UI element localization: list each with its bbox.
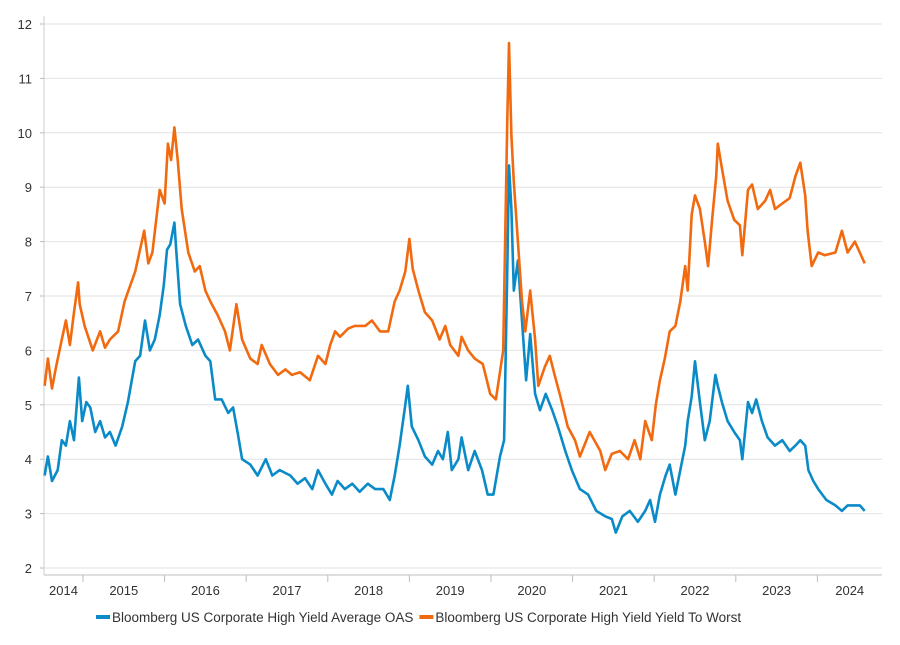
y-tick-label: 11 bbox=[19, 71, 33, 86]
x-axis: 2014 2015 2016 2017 2018 2019 2020 2021 2022 2023… bbox=[44, 574, 882, 598]
x-tick-label: 2023 bbox=[762, 583, 791, 598]
legend: Bloomberg US Corporate High Yield Averag… bbox=[96, 610, 741, 625]
legend-swatch bbox=[419, 615, 434, 619]
x-tick-label: 2016 bbox=[191, 583, 220, 598]
y-tick-label: 2 bbox=[25, 561, 32, 576]
x-tick-label: 2017 bbox=[273, 583, 302, 598]
x-tick-label: 2019 bbox=[436, 583, 465, 598]
y-tick-label: 4 bbox=[25, 452, 32, 467]
x-tick-label: 2020 bbox=[517, 583, 546, 598]
x-tick-label: 2022 bbox=[681, 583, 710, 598]
x-tick-label: 2024 bbox=[835, 583, 864, 598]
y-tick-label: 10 bbox=[18, 126, 32, 141]
y-tick-label: 7 bbox=[25, 289, 32, 304]
y-tick-label: 3 bbox=[25, 507, 32, 522]
x-tick-label: 2018 bbox=[354, 583, 383, 598]
y-tick-label: 9 bbox=[25, 180, 32, 195]
legend-label: Bloomberg US Corporate High Yield Yield … bbox=[435, 610, 741, 625]
x-tick-label: 2021 bbox=[599, 583, 628, 598]
y-tick-label: 5 bbox=[25, 398, 32, 413]
x-tick-label: 2014 bbox=[49, 583, 78, 598]
x-tick-label: 2015 bbox=[109, 583, 138, 598]
legend-label: Bloomberg US Corporate High Yield Averag… bbox=[112, 610, 413, 625]
gridlines bbox=[44, 23, 882, 569]
series-line-yield-to-worst bbox=[43, 41, 866, 472]
legend-swatch bbox=[96, 615, 110, 619]
y-axis: 2 3 4 5 6 7 8 9 10 11 12 bbox=[18, 16, 45, 576]
series-line-average-oas bbox=[43, 164, 866, 534]
y-tick-label: 8 bbox=[25, 235, 32, 250]
y-tick-label: 12 bbox=[18, 17, 32, 32]
series-lines bbox=[43, 41, 866, 534]
y-tick-label: 6 bbox=[25, 343, 32, 358]
